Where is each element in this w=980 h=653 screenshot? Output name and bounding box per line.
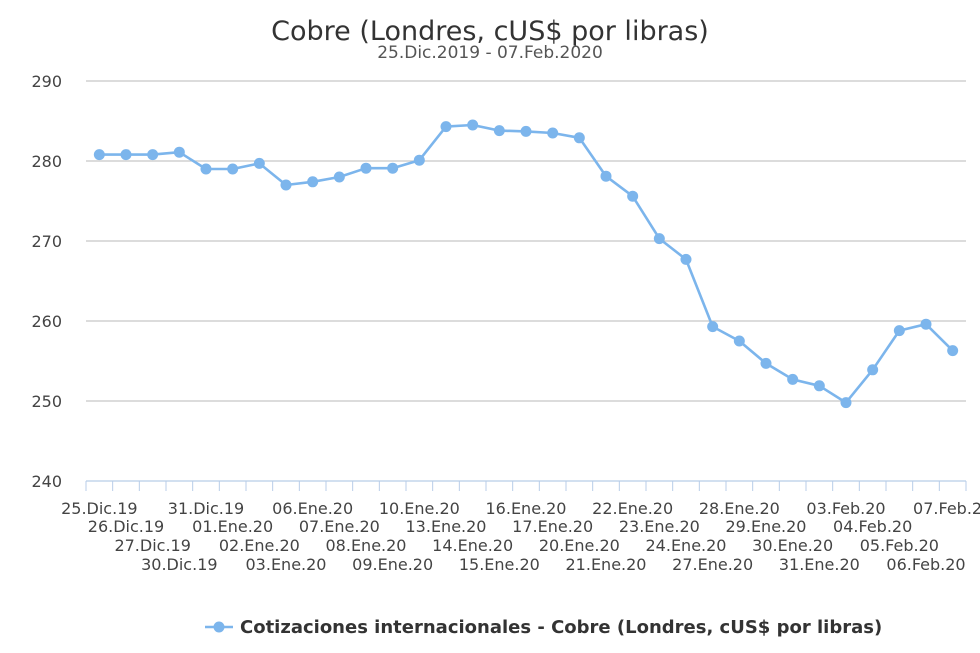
y-tick-label: 260 [31, 312, 62, 331]
x-tick-label: 08.Ene.20 [326, 536, 407, 555]
data-point[interactable] [680, 253, 692, 265]
data-point[interactable] [733, 335, 745, 347]
data-point[interactable] [920, 318, 932, 330]
grid-lines [86, 80, 966, 402]
data-point[interactable] [120, 149, 132, 161]
data-point[interactable] [893, 325, 905, 337]
data-point[interactable] [387, 162, 399, 174]
data-point[interactable] [440, 121, 452, 133]
x-tick-label: 07.Feb.20 [913, 499, 980, 518]
x-tick-label: 21.Ene.20 [566, 555, 647, 574]
x-tick-label: 30.Ene.20 [752, 536, 833, 555]
x-tick-label: 14.Ene.20 [432, 536, 513, 555]
data-point[interactable] [93, 149, 105, 161]
data-point[interactable] [173, 146, 185, 158]
x-tick-label: 03.Ene.20 [246, 555, 327, 574]
data-point[interactable] [813, 380, 825, 392]
legend[interactable]: Cotizaciones internacionales - Cobre (Lo… [205, 617, 882, 638]
data-point[interactable] [947, 345, 959, 357]
x-tick-label: 24.Ene.20 [646, 536, 727, 555]
chart-subtitle: 25.Dic.2019 - 07.Feb.2020 [377, 43, 603, 63]
x-tick-label: 10.Ene.20 [379, 499, 460, 518]
x-tick-label: 30.Dic.19 [141, 555, 217, 574]
x-tick-label: 20.Ene.20 [539, 536, 620, 555]
x-tick-label: 28.Ene.20 [699, 499, 780, 518]
x-tick-label: 22.Ene.20 [592, 499, 673, 518]
x-tick-label: 01.Ene.20 [192, 517, 273, 536]
data-point[interactable] [867, 364, 879, 376]
x-tick-label: 25.Dic.19 [61, 499, 137, 518]
x-tick-label: 07.Ene.20 [299, 517, 380, 536]
data-point[interactable] [627, 190, 639, 202]
data-point[interactable] [760, 357, 772, 369]
x-tick-label: 06.Feb.20 [886, 555, 965, 574]
data-point[interactable] [333, 171, 345, 183]
series-layer[interactable] [93, 119, 959, 409]
x-tick-label: 29.Ene.20 [726, 517, 807, 536]
data-point[interactable] [227, 163, 239, 175]
x-tick-label: 26.Dic.19 [88, 517, 164, 536]
x-tick-label: 03.Feb.20 [806, 499, 885, 518]
series-line [99, 123, 954, 404]
legend-marker-icon [213, 621, 225, 633]
data-point[interactable] [573, 132, 585, 144]
chart-title: Cobre (Londres, cUS$ por libras) [271, 16, 709, 47]
x-tick-label: 13.Ene.20 [406, 517, 487, 536]
x-tick-label: 16.Ene.20 [486, 499, 567, 518]
x-tick-label: 04.Feb.20 [833, 517, 912, 536]
data-point[interactable] [280, 179, 292, 191]
x-tick-label: 27.Dic.19 [114, 536, 190, 555]
data-point[interactable] [253, 157, 265, 169]
data-point[interactable] [467, 119, 479, 131]
data-point[interactable] [840, 397, 852, 409]
x-tick-label: 15.Ene.20 [459, 555, 540, 574]
data-point[interactable] [147, 149, 159, 161]
data-point[interactable] [787, 373, 799, 385]
data-point[interactable] [493, 125, 505, 137]
y-axis-ticks: 240 250 260 270 280 290 [31, 72, 62, 491]
x-tick-label: 17.Ene.20 [512, 517, 593, 536]
data-point[interactable] [547, 127, 559, 139]
y-tick-label: 290 [31, 72, 62, 91]
y-tick-label: 240 [31, 472, 62, 491]
data-point[interactable] [653, 233, 665, 245]
data-point[interactable] [413, 154, 425, 166]
y-tick-label: 270 [31, 232, 62, 251]
x-tick-label: 05.Feb.20 [860, 536, 939, 555]
y-tick-label: 280 [31, 152, 62, 171]
legend-label: Cotizaciones internacionales - Cobre (Lo… [240, 617, 882, 638]
x-tick-label: 02.Ene.20 [219, 536, 300, 555]
data-point[interactable] [360, 162, 372, 174]
data-point[interactable] [520, 125, 532, 137]
x-tick-label: 31.Ene.20 [779, 555, 860, 574]
data-point[interactable] [707, 321, 719, 333]
x-tick-label: 09.Ene.20 [352, 555, 433, 574]
data-point[interactable] [307, 176, 319, 188]
data-point[interactable] [200, 163, 212, 175]
data-point[interactable] [600, 170, 612, 182]
x-tick-label: 23.Ene.20 [619, 517, 700, 536]
y-tick-label: 250 [31, 392, 62, 411]
x-tick-label: 27.Ene.20 [672, 555, 753, 574]
x-tick-label: 06.Ene.20 [272, 499, 353, 518]
x-tick-label: 31.Dic.19 [168, 499, 244, 518]
